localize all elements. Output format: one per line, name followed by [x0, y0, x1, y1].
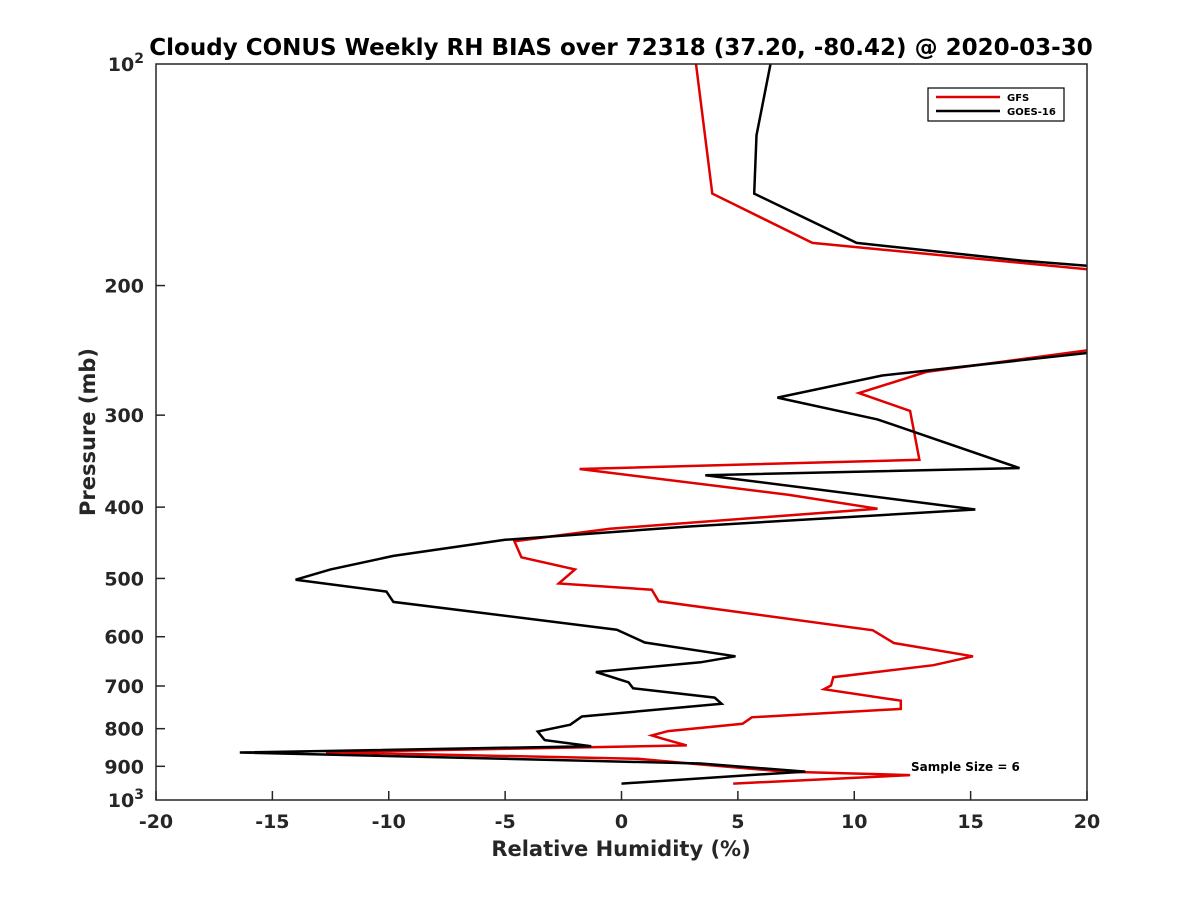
x-tick-label: 20: [1074, 811, 1100, 833]
x-tick-label: -10: [372, 811, 406, 833]
x-tick-label: -15: [255, 811, 289, 833]
x-axis-label: Relative Humidity (%): [491, 837, 750, 861]
y-tick-label: 800: [104, 719, 144, 741]
sample-size-annotation: Sample Size = 6: [911, 760, 1020, 774]
y-tick-label: 200: [104, 276, 144, 298]
y-tick-label-power: 103: [108, 787, 144, 812]
x-tick-label: 0: [615, 811, 628, 833]
legend-box: [927, 87, 1065, 122]
y-tick-label: 600: [104, 627, 144, 649]
series-line-gfs: [325, 64, 1087, 785]
y-tick-label: 700: [104, 676, 144, 698]
plot-lines: [239, 64, 1087, 785]
legend: GFS GOES-16: [927, 87, 1065, 122]
x-tick-label: 15: [957, 811, 983, 833]
x-tick-label: 10: [841, 811, 867, 833]
y-tick-label-power: 102: [108, 51, 144, 76]
y-tick-label: 400: [104, 497, 144, 519]
y-tick-label: 900: [104, 756, 144, 778]
axis-ticks: [155, 284, 1088, 800]
y-axis-label: Pressure (mb): [76, 348, 100, 516]
x-tick-label: -20: [139, 811, 173, 833]
series-line-goes-16: [239, 64, 1087, 785]
chart-title: Cloudy CONUS Weekly RH BIAS over 72318 (…: [149, 35, 1092, 61]
x-tick-label: -5: [495, 811, 516, 833]
y-tick-label: 300: [104, 405, 144, 427]
axis-tick-labels: -20 -15 -10 -5 0 5 10 15 20 200 300 400 500 600 700 800…: [104, 51, 1100, 833]
legend-label-goes-16: GOES-16: [1007, 107, 1056, 118]
y-tick-label: 500: [104, 568, 144, 590]
x-tick-label: 5: [731, 811, 744, 833]
legend-label-gfs: GFS: [1007, 93, 1029, 104]
plot-area-frame: [155, 63, 1088, 801]
